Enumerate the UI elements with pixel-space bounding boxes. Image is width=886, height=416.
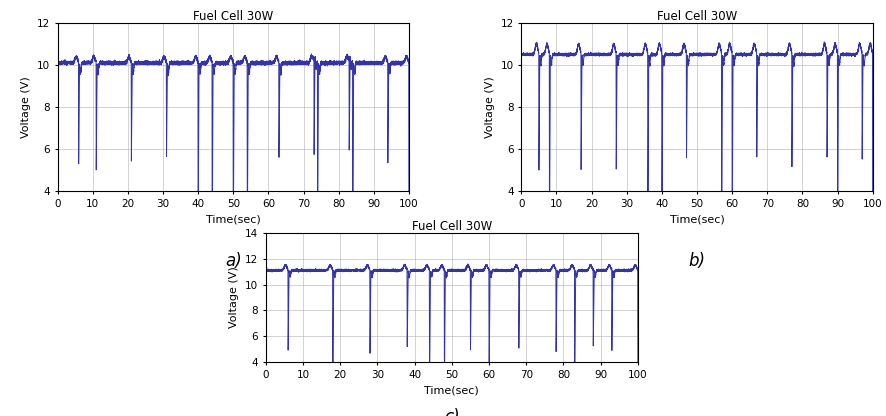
- Y-axis label: Voltage (V): Voltage (V): [229, 267, 239, 328]
- Title: Fuel Cell 30W: Fuel Cell 30W: [193, 10, 274, 23]
- Text: c): c): [444, 409, 460, 416]
- Y-axis label: Voltage (V): Voltage (V): [485, 76, 495, 138]
- Text: b): b): [688, 252, 705, 270]
- X-axis label: Time(sec): Time(sec): [670, 215, 725, 225]
- Title: Fuel Cell 30W: Fuel Cell 30W: [412, 220, 492, 233]
- Y-axis label: Voltage (V): Voltage (V): [21, 76, 31, 138]
- X-axis label: Time(sec): Time(sec): [206, 215, 260, 225]
- Text: a): a): [225, 252, 242, 270]
- Title: Fuel Cell 30W: Fuel Cell 30W: [657, 10, 737, 23]
- X-axis label: Time(sec): Time(sec): [424, 385, 479, 395]
